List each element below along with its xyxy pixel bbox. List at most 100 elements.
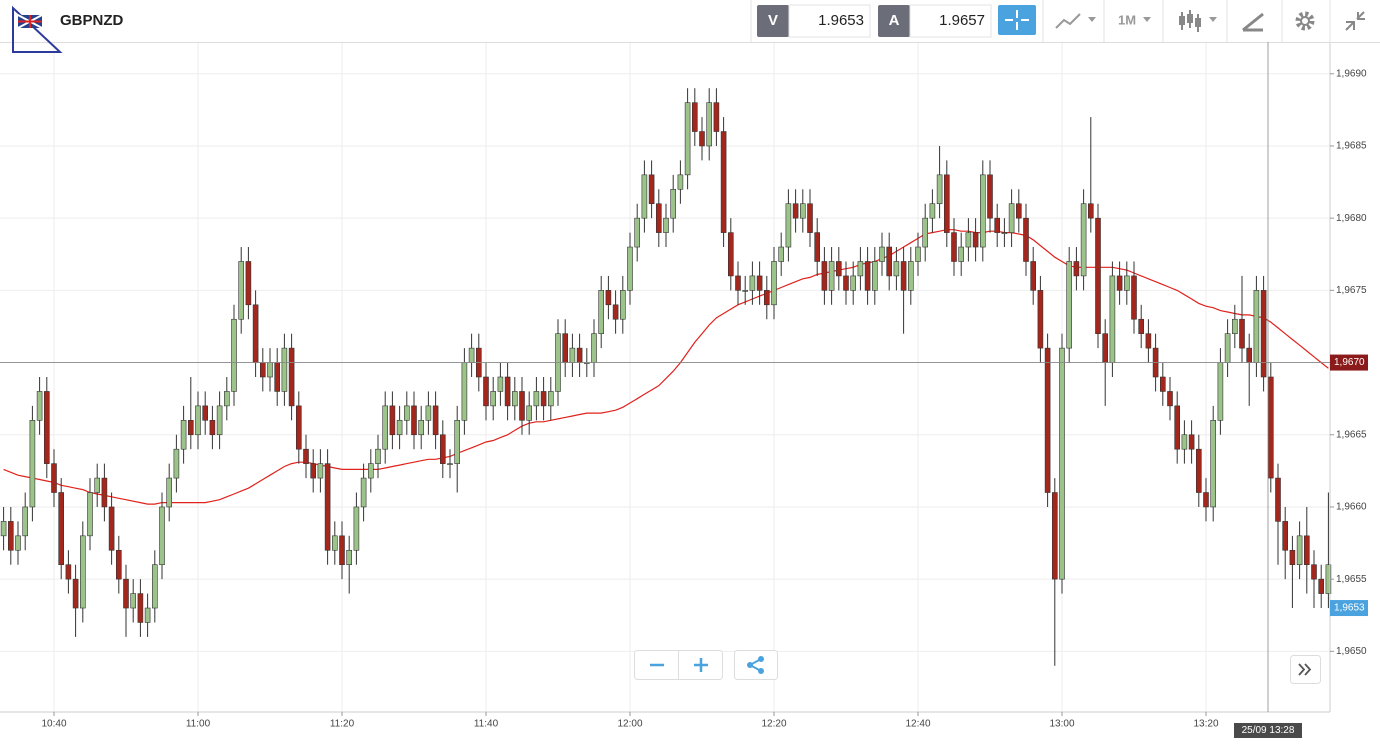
indicator-icon[interactable] — [1055, 13, 1081, 29]
candle-body — [612, 304, 619, 320]
y-tick-label: 1,9690 — [1336, 68, 1367, 79]
ask-price: 1.9657 — [939, 12, 985, 29]
crosshair-button[interactable] — [998, 5, 1036, 35]
candle-body — [87, 492, 93, 537]
candle-body — [641, 174, 648, 219]
x-tick-label: 11:20 — [330, 719, 355, 730]
candle-body — [1124, 275, 1130, 291]
candle-body — [1145, 333, 1152, 349]
candle-body — [526, 405, 533, 421]
x-tick-label: 10:40 — [41, 719, 66, 730]
candle-body — [965, 232, 972, 248]
candle-body — [166, 477, 172, 508]
candle-body — [1080, 203, 1087, 277]
candle-body — [1073, 261, 1080, 277]
dropdown-icon — [1088, 17, 1096, 22]
candle-body — [432, 405, 439, 436]
candle-body — [886, 246, 893, 277]
candle-body — [58, 492, 65, 566]
candle-body — [1304, 535, 1310, 566]
candle-body — [871, 261, 878, 291]
candle-body — [835, 261, 842, 277]
candle-body — [576, 347, 583, 363]
candle-body — [216, 405, 223, 436]
candle-body — [267, 362, 273, 378]
timeframe[interactable]: 1M — [1118, 12, 1136, 27]
draw-icon[interactable] — [1242, 12, 1264, 32]
candle-body — [173, 448, 180, 479]
x-tick-label: 11:40 — [474, 719, 499, 730]
candle-body — [727, 232, 734, 277]
candle-body — [1311, 564, 1317, 580]
candle-body — [1167, 391, 1173, 407]
scroll-right-button[interactable] — [1290, 655, 1321, 684]
fullscreen-icon[interactable] — [1345, 11, 1365, 31]
candle-body — [447, 463, 453, 465]
candle-body — [454, 420, 461, 464]
candle-body — [792, 203, 799, 219]
last-price-badge — [1330, 600, 1368, 617]
plot-area — [0, 42, 1332, 712]
candle-body — [1044, 347, 1051, 493]
settings-icon — [1300, 16, 1310, 26]
candle-body — [598, 290, 605, 334]
candle-body — [468, 347, 475, 363]
candle-body — [569, 347, 576, 363]
candle-body — [864, 261, 871, 291]
candle-body — [1239, 318, 1245, 349]
scroll-right-icon — [1298, 663, 1312, 676]
x-tick-label: 12:40 — [905, 719, 930, 730]
candle-body — [1131, 275, 1137, 320]
ask-button[interactable] — [878, 5, 910, 37]
x-tick-label: 12:00 — [617, 719, 642, 730]
candle-body — [634, 217, 641, 248]
candle-body — [699, 131, 705, 147]
candle-body — [224, 391, 230, 407]
share-button[interactable] — [734, 650, 778, 680]
crosshair-y-label: 1,9670 — [1334, 357, 1365, 368]
x-tick-label: 13:20 — [1193, 719, 1218, 730]
candle-body — [411, 405, 417, 436]
candle-body — [72, 578, 79, 609]
candle-body — [987, 174, 993, 219]
candle-body — [663, 217, 669, 233]
candle-body — [252, 304, 259, 363]
candle-body — [331, 535, 338, 551]
candle-body — [51, 463, 57, 493]
candle-body — [958, 246, 965, 262]
bid-button[interactable] — [757, 5, 789, 37]
candle-body — [1217, 362, 1224, 421]
y-tick-label: 1,9675 — [1336, 285, 1367, 296]
candle-body — [994, 217, 1001, 233]
ask-label: A — [889, 12, 900, 29]
candle-body — [1059, 347, 1065, 580]
candle-body — [317, 463, 324, 479]
candle-body — [979, 174, 986, 248]
candle-body — [29, 420, 36, 508]
candle-body — [245, 261, 252, 306]
candle-body — [778, 246, 785, 262]
settings-icon[interactable] — [1295, 11, 1315, 31]
candle-body — [1210, 420, 1216, 508]
symbol: GBPNZD — [60, 12, 124, 29]
last-price-label: 1,9653 — [1334, 603, 1365, 614]
candle-body — [562, 333, 569, 363]
candle-body — [1037, 290, 1044, 349]
candle-body — [0, 521, 7, 537]
share-icon — [758, 656, 764, 662]
bid-label: V — [768, 12, 778, 29]
candle-body — [843, 275, 849, 291]
candle-body — [259, 362, 266, 378]
candle-body — [706, 102, 713, 147]
candle-body — [533, 391, 540, 407]
crosshair-x-label: 25/09 13:28 — [1242, 725, 1295, 736]
candle-body — [101, 477, 108, 508]
y-tick-label: 1,9680 — [1336, 213, 1367, 224]
candle-body — [274, 362, 281, 392]
candle-body — [490, 391, 497, 407]
candle-body — [511, 391, 518, 407]
candle-body — [828, 261, 835, 291]
zoom-in-button[interactable] — [694, 658, 708, 672]
candle-body — [339, 535, 345, 566]
candle-body — [1008, 203, 1015, 233]
